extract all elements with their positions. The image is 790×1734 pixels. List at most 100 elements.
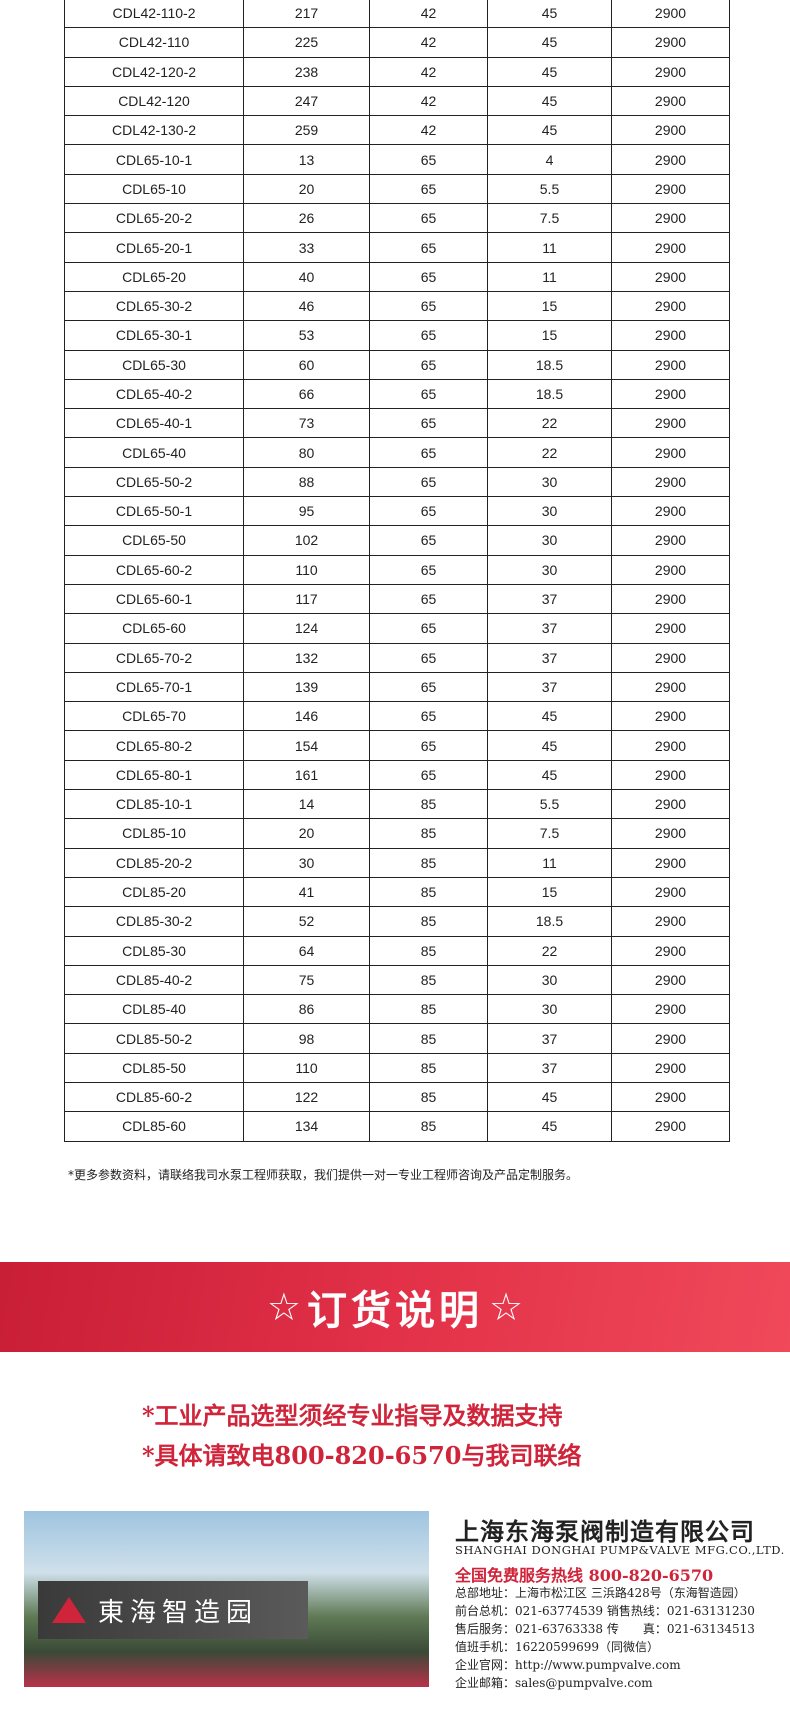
table-cell: 2900 <box>611 906 730 937</box>
table-cell: 14 <box>243 789 370 820</box>
table-cell: 5.5 <box>487 173 612 205</box>
table-row: CDL65-80-1 161 65 45 2900 <box>64 759 730 791</box>
table-row: CDL85-60-2 122 85 45 2900 <box>64 1081 730 1113</box>
table-cell: 22 <box>487 437 612 468</box>
table-row: CDL65-10-1 13 65 4 2900 <box>64 144 730 175</box>
table-cell: 65 <box>369 173 488 205</box>
table-row: CDL65-60 124 65 37 2900 <box>64 613 730 644</box>
logo-icon <box>52 1597 86 1623</box>
table-cell: CDL85-30 <box>64 935 244 966</box>
table-row: CDL65-50 102 65 30 2900 <box>64 525 730 556</box>
table-row: CDL42-120 247 42 45 2900 <box>64 85 730 117</box>
table-cell: 139 <box>243 671 370 703</box>
table-cell: 134 <box>243 1111 370 1142</box>
table-cell: 45 <box>487 85 612 117</box>
website-link[interactable]: 企业官网：http://www.pumpvalve.com <box>455 1658 681 1672</box>
table-row: CDL65-60-2 110 65 30 2900 <box>64 554 730 585</box>
table-cell: 30 <box>487 466 612 498</box>
table-cell: 98 <box>243 1023 370 1054</box>
table-cell: CDL85-40 <box>64 994 244 1025</box>
email-link[interactable]: 企业邮箱：sales@pumpvalve.com <box>455 1676 653 1690</box>
table-cell: 5.5 <box>487 789 612 820</box>
table-cell: 86 <box>243 994 370 1025</box>
table-cell: 2900 <box>611 642 730 673</box>
table-cell: 75 <box>243 964 370 996</box>
table-row: CDL65-50-2 88 65 30 2900 <box>64 466 730 498</box>
table-cell: 154 <box>243 730 370 761</box>
table-cell: 45 <box>487 1111 612 1142</box>
table-row: CDL42-130-2 259 42 45 2900 <box>64 115 730 146</box>
table-cell: 42 <box>369 27 488 58</box>
table-cell: 20 <box>243 818 370 849</box>
table-cell: 2900 <box>611 701 730 732</box>
table-row: CDL85-20-2 30 85 11 2900 <box>64 847 730 878</box>
table-cell: 30 <box>487 994 612 1025</box>
table-cell: 2900 <box>611 759 730 791</box>
table-cell: 30 <box>487 964 612 996</box>
factory-sign: 東海智造园 <box>38 1581 308 1639</box>
table-cell: 65 <box>369 349 488 380</box>
table-cell: 30 <box>243 847 370 878</box>
order-banner: ☆ 订货说明 ☆ <box>0 1262 790 1352</box>
table-cell: 85 <box>369 818 488 849</box>
table-cell: CDL42-130-2 <box>64 115 244 146</box>
sign-text: 東海智造园 <box>98 1597 259 1628</box>
table-cell: 42 <box>369 115 488 146</box>
table-cell: 37 <box>487 642 612 673</box>
table-row: CDL65-40-2 66 65 18.5 2900 <box>64 378 730 410</box>
table-cell: 2900 <box>611 349 730 380</box>
table-cell: 45 <box>487 115 612 146</box>
table-cell: CDL65-30-2 <box>64 290 244 322</box>
table-cell: 45 <box>487 0 612 29</box>
table-cell: 42 <box>369 85 488 117</box>
table-cell: 85 <box>369 994 488 1025</box>
table-cell: CDL42-110 <box>64 27 244 58</box>
table-cell: 11 <box>487 847 612 878</box>
table-cell: 132 <box>243 642 370 673</box>
table-cell: 37 <box>487 671 612 703</box>
factory-photo: 東海智造园 <box>24 1511 429 1687</box>
table-cell: 2900 <box>611 1052 730 1083</box>
table-cell: 30 <box>487 554 612 585</box>
table-cell: 110 <box>243 554 370 585</box>
table-cell: 18.5 <box>487 378 612 410</box>
table-cell: 85 <box>369 847 488 878</box>
table-cell: CDL85-20-2 <box>64 847 244 878</box>
table-cell: 41 <box>243 876 370 908</box>
table-row: CDL65-30 60 65 18.5 2900 <box>64 349 730 380</box>
table-cell: CDL85-50-2 <box>64 1023 244 1054</box>
company-name: 上海东海泵阀制造有限公司 <box>455 1518 755 1546</box>
table-row: CDL65-70-2 132 65 37 2900 <box>64 642 730 673</box>
table-cell: 20 <box>243 173 370 205</box>
table-row: CDL65-10 20 65 5.5 2900 <box>64 173 730 205</box>
table-cell: 2900 <box>611 408 730 439</box>
table-cell: 45 <box>487 1081 612 1113</box>
table-cell: 2900 <box>611 115 730 146</box>
table-cell: 2900 <box>611 0 730 29</box>
table-cell: 2900 <box>611 144 730 175</box>
table-row: CDL85-10 20 85 7.5 2900 <box>64 818 730 849</box>
table-cell: 18.5 <box>487 906 612 937</box>
contact-line: 值班手机：16220599699（同微信） <box>455 1640 659 1654</box>
table-cell: 124 <box>243 613 370 644</box>
table-cell: CDL65-60 <box>64 613 244 644</box>
table-cell: 37 <box>487 583 612 615</box>
table-cell: 7.5 <box>487 818 612 849</box>
table-cell: 2900 <box>611 789 730 820</box>
table-cell: 30 <box>487 496 612 527</box>
table-cell: 15 <box>487 320 612 351</box>
order-line: *工业产品选型须经专业指导及数据支持 <box>142 1401 563 1430</box>
table-cell: 66 <box>243 378 370 410</box>
table-row: CDL85-20 41 85 15 2900 <box>64 876 730 908</box>
table-cell: 247 <box>243 85 370 117</box>
table-cell: CDL65-80-1 <box>64 759 244 791</box>
table-cell: CDL65-10 <box>64 173 244 205</box>
table-cell: 15 <box>487 876 612 908</box>
table-cell: CDL65-30 <box>64 349 244 380</box>
table-row: CDL65-30-1 53 65 15 2900 <box>64 320 730 351</box>
table-cell: 65 <box>369 320 488 351</box>
table-cell: 45 <box>487 730 612 761</box>
table-cell: 2900 <box>611 994 730 1025</box>
table-cell: 73 <box>243 408 370 439</box>
table-cell: CDL65-70-1 <box>64 671 244 703</box>
